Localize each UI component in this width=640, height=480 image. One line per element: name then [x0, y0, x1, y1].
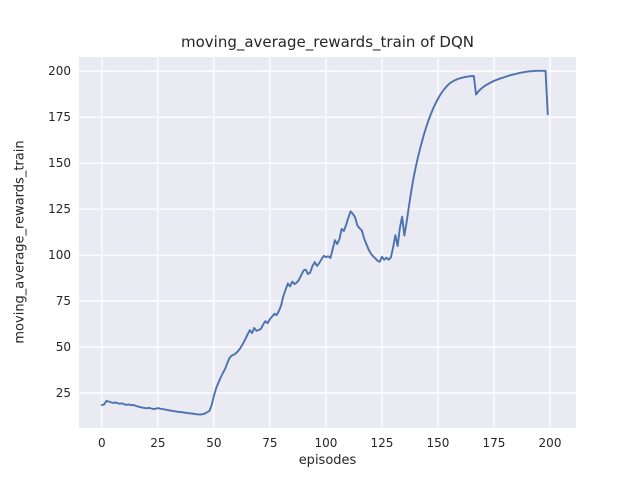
chart-canvas — [79, 57, 576, 428]
y-tick-label: 25 — [55, 386, 71, 401]
x-axis-label: episodes — [298, 453, 357, 468]
plot-area — [79, 57, 576, 428]
y-tick-label: 75 — [55, 294, 71, 309]
x-tick-label: 125 — [370, 436, 394, 450]
x-tick-label: 50 — [206, 436, 222, 450]
x-tick-label: 0 — [98, 436, 106, 450]
x-tick-label: 150 — [426, 436, 450, 450]
data-line — [100, 69, 549, 416]
y-tick-label: 100 — [48, 248, 71, 263]
x-tick-label: 75 — [262, 436, 278, 450]
y-tick-label: 175 — [48, 110, 71, 125]
chart-title: moving_average_rewards_train of DQN — [180, 33, 475, 51]
x-tick-label: 100 — [314, 436, 338, 450]
y-tick-label: 200 — [48, 64, 71, 79]
x-tick-label: 175 — [482, 436, 506, 450]
x-tick-label: 25 — [150, 436, 166, 450]
y-tick-label: 150 — [48, 156, 71, 171]
y-tick-label: 125 — [48, 202, 71, 217]
x-tick-label: 200 — [538, 436, 562, 450]
y-tick-label: 50 — [55, 340, 71, 355]
